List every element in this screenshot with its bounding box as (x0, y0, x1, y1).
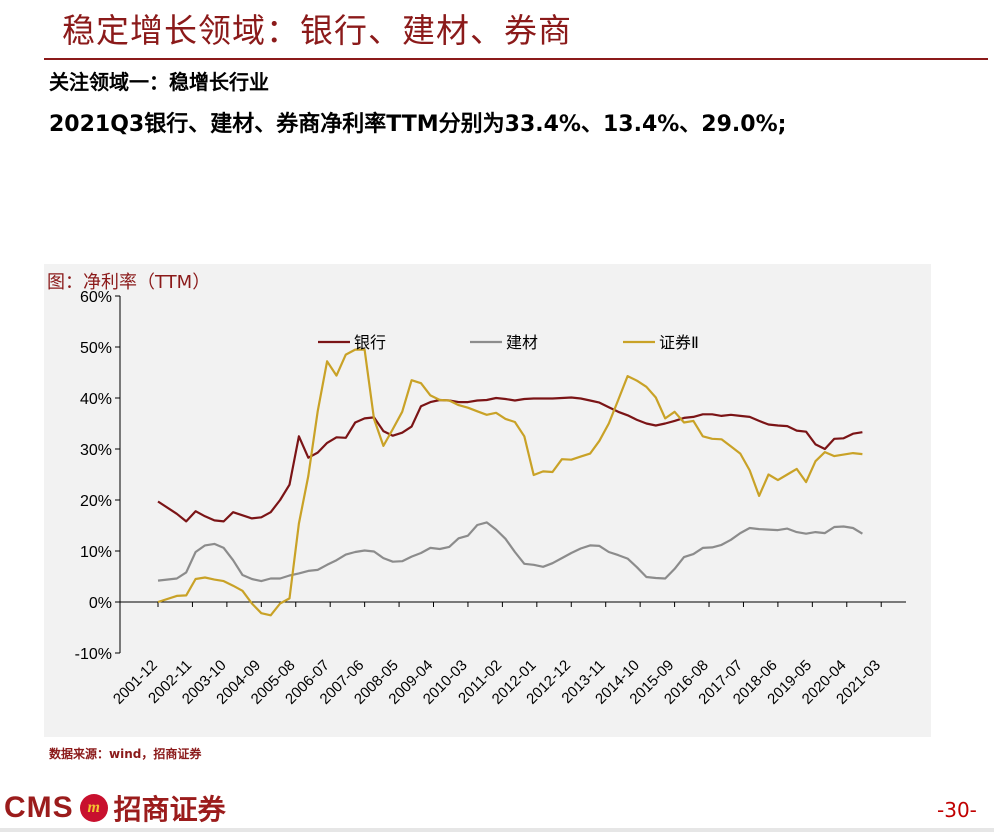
y-tick-label: 10% (80, 544, 112, 561)
section-subtitle: 关注领域一：稳增长行业 (49, 70, 269, 94)
page-title: 稳定增长领域：银行、建材、券商 (62, 11, 572, 50)
series-line (157, 348, 863, 617)
y-tick-label: 30% (80, 442, 112, 459)
series-line (157, 396, 863, 523)
highlight-statement: 2021Q3银行、建材、券商净利率TTM分别为33.4%、13.4%、29.0%… (49, 112, 787, 137)
series-line (157, 521, 863, 583)
logo-text: CMS (4, 791, 74, 824)
cms-logo: CMS m 招商证券 (4, 788, 226, 828)
chart-caption: 图：净利率（TTM） (47, 272, 211, 293)
logo-chinese-name: 招商证券 (113, 793, 226, 826)
y-tick-label: 50% (80, 340, 112, 357)
page-number: -30- (937, 798, 977, 822)
y-tick-label: 0% (89, 595, 112, 612)
y-tick-label: 40% (80, 391, 112, 408)
y-tick-label: 20% (80, 493, 112, 510)
legend-label: 银行 (354, 334, 386, 352)
logo-badge-icon: m (79, 794, 108, 822)
title-divider (44, 58, 988, 60)
y-tick-label: 60% (80, 289, 112, 306)
legend-label: 建材 (506, 334, 538, 352)
legend-label: 证券Ⅱ (659, 334, 699, 352)
y-tick-label: -10% (75, 646, 112, 663)
source-note: 数据来源：wind，招商证券 (49, 747, 202, 761)
footer-divider (0, 828, 994, 832)
